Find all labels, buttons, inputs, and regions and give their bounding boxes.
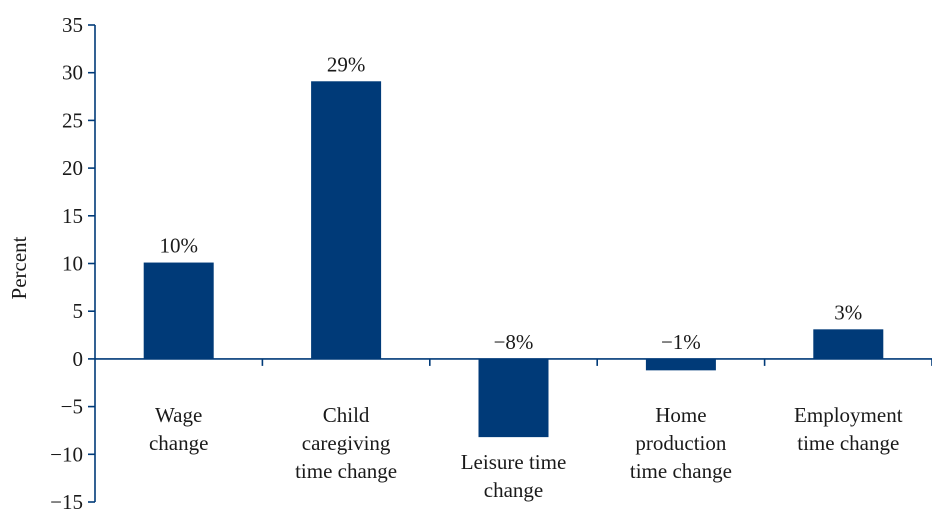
y-tick-label: −10 bbox=[50, 442, 83, 466]
bar bbox=[311, 81, 382, 359]
y-tick-label: −15 bbox=[50, 490, 83, 510]
bar-value-label: 10% bbox=[159, 234, 198, 258]
category-labels: Wage change Child caregiving time change Leis… bbox=[149, 403, 903, 502]
bar-value-label: −1% bbox=[661, 330, 701, 354]
category-label: Home production time change bbox=[630, 403, 732, 483]
bar-value-label: −8% bbox=[494, 330, 534, 354]
bars bbox=[143, 81, 884, 438]
y-tick-label: 35 bbox=[62, 13, 83, 37]
category-label: Wage change bbox=[149, 403, 208, 455]
y-tick-label: 10 bbox=[62, 252, 83, 276]
y-tick-label: 30 bbox=[62, 61, 83, 85]
data-labels: 10% 29% −8% −1% 3% bbox=[159, 52, 862, 354]
bar bbox=[645, 358, 716, 371]
bar bbox=[478, 358, 549, 438]
y-tick-label: 0 bbox=[73, 347, 84, 371]
bar-value-label: 29% bbox=[327, 52, 366, 76]
y-axis: 35 30 25 20 15 10 5 0 −5 −10 −15 bbox=[50, 13, 96, 510]
category-label: Child caregiving time change bbox=[295, 403, 397, 483]
y-tick-label: 20 bbox=[62, 156, 83, 180]
y-tick-label: 15 bbox=[62, 204, 83, 228]
bar bbox=[813, 329, 884, 359]
y-tick-label: 5 bbox=[73, 299, 84, 323]
y-tick-label: −5 bbox=[61, 395, 83, 419]
category-label: Employment time change bbox=[794, 403, 903, 455]
bar-value-label: 3% bbox=[834, 300, 862, 324]
bar bbox=[143, 262, 214, 359]
y-axis-label: Percent bbox=[7, 236, 31, 299]
category-label: Leisure time change bbox=[461, 450, 567, 502]
y-tick-label: 25 bbox=[62, 108, 83, 132]
